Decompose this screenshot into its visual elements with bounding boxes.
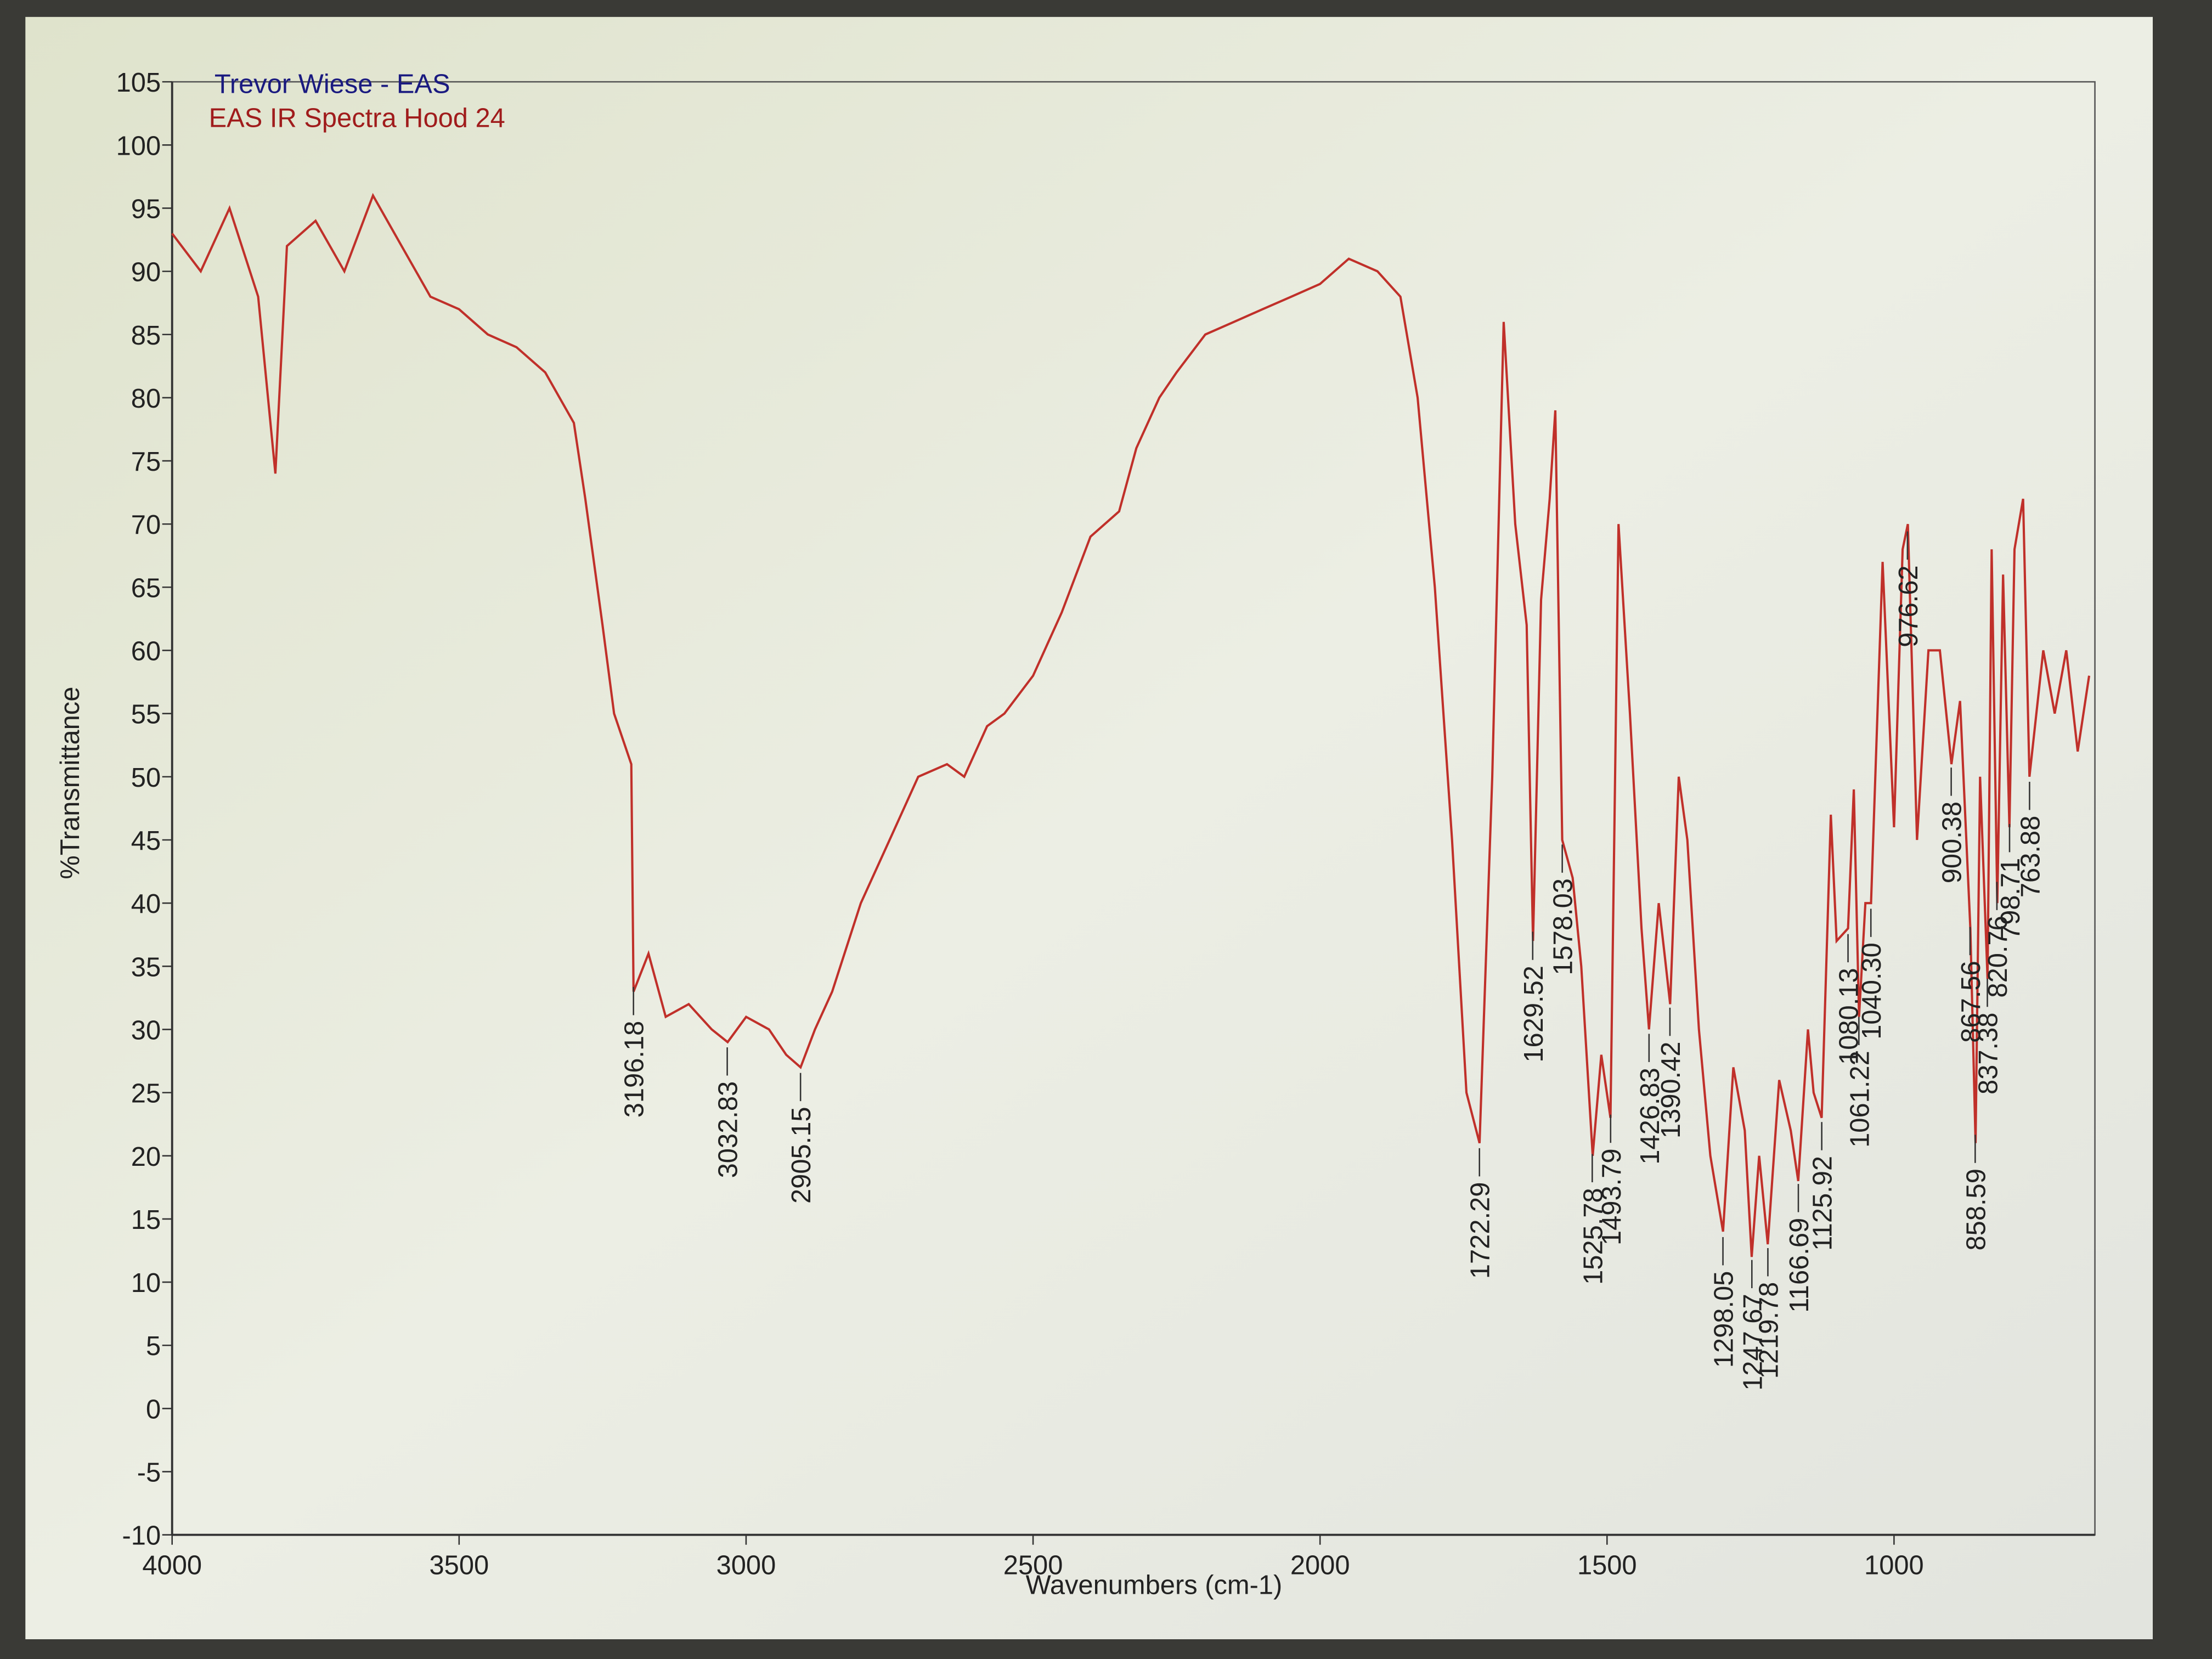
peak-label: 1525.78 [1578, 1188, 1608, 1285]
y-tick-label: 80 [131, 384, 161, 414]
peak-label: 3032.83 [714, 1081, 743, 1178]
peak-label: 976.62 [1894, 565, 1923, 647]
x-tick-label: 3500 [429, 1551, 489, 1581]
y-tick-label: 10 [131, 1268, 161, 1298]
peak-label: 1493.79 [1597, 1148, 1627, 1245]
peak-label: 2905.15 [787, 1107, 816, 1204]
y-tick-label: 90 [131, 258, 161, 287]
y-tick-label: 75 [131, 447, 161, 477]
peak-label: 1298.05 [1709, 1271, 1739, 1368]
y-tick-label: 30 [131, 1015, 161, 1045]
peak-label: 820.76 [1983, 916, 2013, 997]
peak-label: 837.38 [1974, 1013, 2004, 1094]
y-tick-label: 20 [131, 1142, 161, 1172]
y-tick-label: 45 [131, 826, 161, 856]
y-tick-label: 5 [146, 1331, 161, 1361]
x-tick-label: 1000 [1864, 1551, 1924, 1581]
window [25, 16, 2153, 1639]
y-tick-label: 100 [116, 131, 161, 161]
peak-label: 1629.52 [1519, 966, 1549, 1063]
peak-label: 1722.29 [1466, 1182, 1496, 1279]
y-tick-label: 40 [131, 889, 161, 919]
peak-label: 1426.83 [1635, 1068, 1665, 1165]
y-tick-label: 105 [116, 68, 161, 98]
y-tick-label: 50 [131, 763, 161, 793]
y-tick-label: 35 [131, 952, 161, 982]
peak-label: 1166.69 [1785, 1218, 1814, 1313]
peak-label: 858.59 [1961, 1169, 1991, 1250]
y-tick-label: 25 [131, 1079, 161, 1109]
peak-label: 1080.13 [1835, 968, 1864, 1065]
y-tick-label: 0 [146, 1395, 161, 1424]
peak-label: 867.56 [1956, 961, 1986, 1042]
peak-label: 763.88 [2016, 816, 2045, 898]
peak-label: 1061.22 [1845, 1051, 1875, 1148]
peak-label: 1247.67 [1738, 1294, 1768, 1391]
peak-label: 3196.18 [620, 1021, 650, 1118]
peak-label: 1578.03 [1549, 878, 1578, 975]
peak-label: 1040.30 [1857, 943, 1887, 1040]
x-axis-label: Wavenumbers (cm-1) [1026, 1571, 1283, 1600]
y-tick-label: -10 [122, 1521, 161, 1551]
y-tick-label: 65 [131, 573, 161, 603]
spectrum-line [171, 193, 2091, 1257]
chart-subtitle: EAS IR Spectra Hood 24 [209, 103, 505, 133]
y-tick-label: 60 [131, 637, 161, 667]
y-tick-label: 85 [131, 321, 161, 351]
chart-title: Trevor Wiese - EAS [215, 70, 450, 99]
x-tick-label: 2000 [1290, 1551, 1350, 1581]
peak-label: 900.38 [1938, 802, 1967, 883]
x-tick-label: 1500 [1577, 1551, 1637, 1581]
y-tick-label: -5 [137, 1458, 161, 1488]
x-tick-label: 3000 [716, 1551, 776, 1581]
x-tick-label: 4000 [142, 1551, 202, 1581]
peak-label: 1125.92 [1808, 1156, 1838, 1251]
y-tick-label: 55 [131, 700, 161, 730]
y-axis-label: %Transmittance [55, 687, 85, 879]
peak-label: 1219.78 [1754, 1282, 1784, 1379]
y-tick-label: 15 [131, 1205, 161, 1235]
peak-label: 1390.42 [1656, 1042, 1686, 1139]
y-tick-label: 95 [131, 194, 161, 224]
x-tick-label: 2500 [1003, 1551, 1063, 1581]
peak-label: 798.71 [1996, 858, 2025, 940]
y-tick-label: 70 [131, 510, 161, 540]
